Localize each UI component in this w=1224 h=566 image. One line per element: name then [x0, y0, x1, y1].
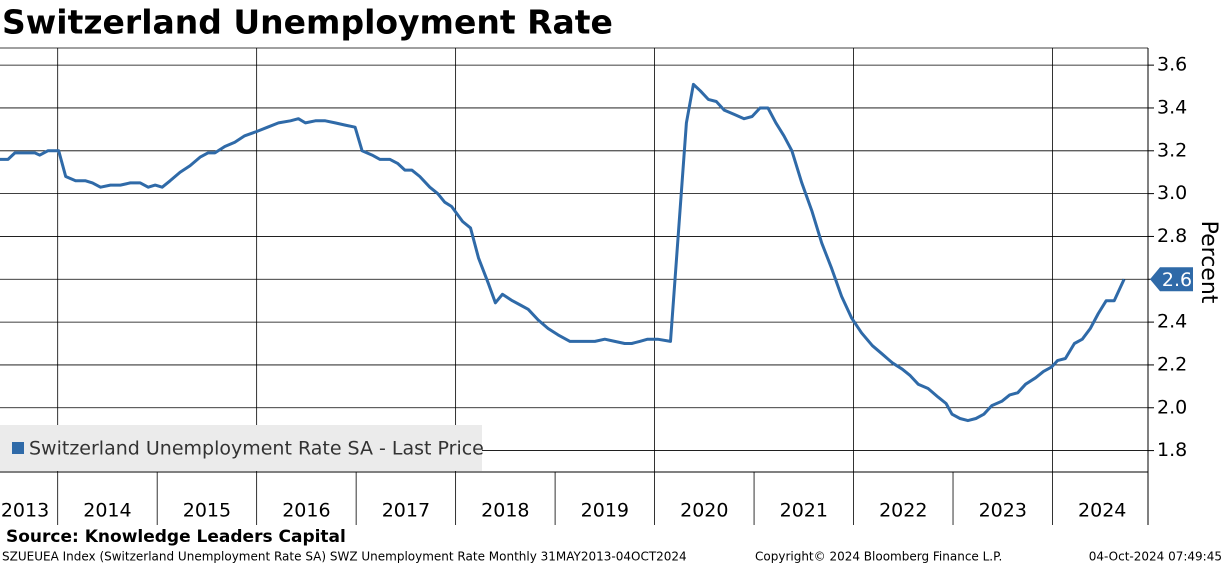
- last-value-label: 2.6: [1162, 269, 1192, 291]
- y-tick-label: 1.8: [1157, 439, 1187, 461]
- x-tick-label: 2018: [481, 500, 529, 522]
- y-tick-label: 2.0: [1157, 396, 1187, 418]
- y-tick-label: 3.0: [1157, 182, 1187, 204]
- footer-left: SZUEUEA Index (Switzerland Unemployment …: [2, 550, 687, 564]
- x-tick-label: 2017: [382, 500, 430, 522]
- legend-label: Switzerland Unemployment Rate SA - Last …: [29, 438, 484, 460]
- y-axis-label: Percent: [1196, 221, 1221, 304]
- footer-right: 04-Oct-2024 07:49:45: [1089, 550, 1222, 564]
- series-line: [0, 82, 1126, 423]
- x-tick-label: 2019: [581, 500, 629, 522]
- y-tick-label: 2.4: [1157, 311, 1187, 333]
- chart-title: Switzerland Unemployment Rate: [2, 3, 613, 42]
- legend-swatch: [12, 442, 24, 454]
- footer-center: Copyright© 2024 Bloomberg Finance L.P.: [755, 550, 1002, 564]
- x-tick-label: 2024: [1078, 500, 1126, 522]
- x-tick-label: 2013: [1, 500, 49, 522]
- y-tick-label: 2.2: [1157, 353, 1187, 375]
- x-tick-label: 2014: [83, 500, 131, 522]
- y-tick-label: 3.4: [1157, 96, 1187, 118]
- x-tick-label: 2015: [183, 500, 231, 522]
- y-tick-label: 3.6: [1157, 54, 1187, 76]
- x-tick-label: 2021: [780, 500, 828, 522]
- x-tick-label: 2022: [879, 500, 927, 522]
- legend-box: [0, 425, 482, 471]
- x-tick-label: 2016: [282, 500, 330, 522]
- y-tick-label: 2.8: [1157, 225, 1187, 247]
- x-tick-label: 2020: [680, 500, 728, 522]
- source: Source: Knowledge Leaders Capital: [6, 527, 346, 547]
- y-tick-label: 3.2: [1157, 139, 1187, 161]
- x-tick-label: 2023: [979, 500, 1027, 522]
- last-value-marker: [1150, 267, 1193, 292]
